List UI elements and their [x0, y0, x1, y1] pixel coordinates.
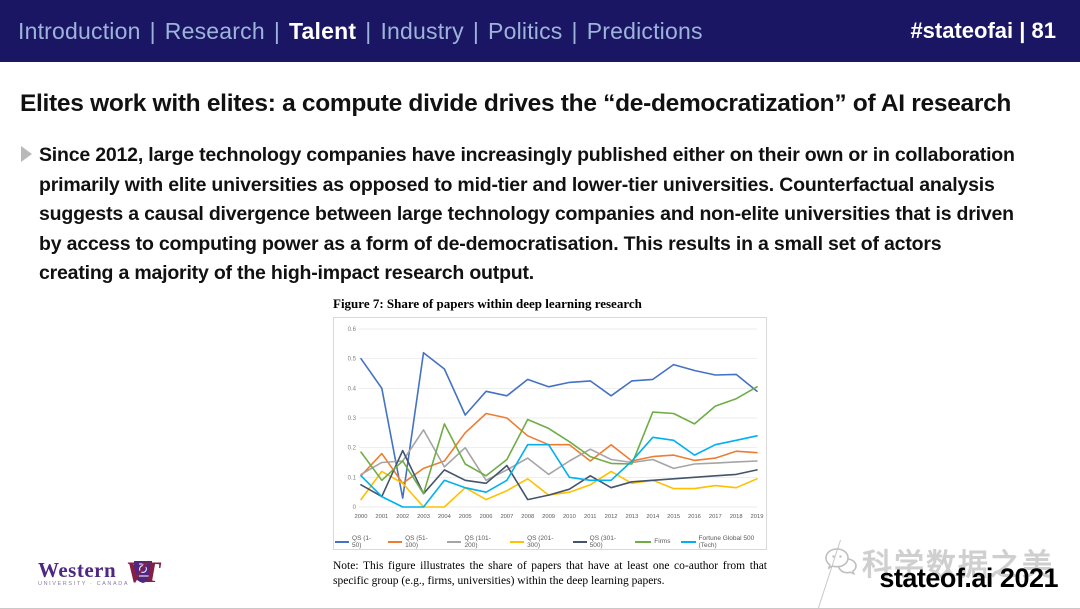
- legend-swatch: [510, 540, 525, 543]
- legend-item: QS (101-200): [447, 535, 499, 549]
- svg-text:2009: 2009: [542, 514, 555, 520]
- svg-text:2008: 2008: [521, 514, 534, 520]
- legend-swatch: [635, 540, 652, 543]
- nav-item-introduction[interactable]: Introduction: [18, 17, 141, 44]
- wechat-icon: [825, 548, 857, 576]
- svg-text:0.3: 0.3: [348, 416, 357, 422]
- legend-item: QS (1-50): [335, 535, 377, 549]
- legend-item: Firms: [635, 538, 670, 545]
- svg-text:0.5: 0.5: [348, 357, 357, 363]
- svg-text:0.2: 0.2: [348, 446, 357, 452]
- legend-swatch: [572, 540, 587, 543]
- bullet-triangle-icon: [21, 146, 32, 162]
- nav-separator: |: [571, 17, 578, 44]
- svg-text:2019: 2019: [751, 514, 764, 520]
- nav-item-talent[interactable]: Talent: [289, 17, 357, 44]
- legend-label: QS (101-200): [464, 534, 491, 549]
- svg-text:2013: 2013: [625, 514, 638, 520]
- legend-swatch: [335, 540, 350, 543]
- legend-swatch: [447, 540, 462, 543]
- western-shield-icon: [134, 561, 153, 583]
- nav-menu: Introduction | Research | Talent | Indus…: [18, 0, 703, 62]
- watermark: 科学数据之美: [824, 540, 1054, 584]
- body-paragraph: Since 2012, large technology companies h…: [39, 144, 1015, 284]
- svg-text:2005: 2005: [459, 514, 472, 520]
- nav-separator: |: [273, 17, 281, 44]
- svg-text:2015: 2015: [667, 514, 680, 520]
- svg-text:2012: 2012: [605, 514, 618, 520]
- nav-item-research[interactable]: Research: [164, 17, 265, 44]
- legend-label: QS (51-100): [405, 534, 428, 549]
- figure-block: Figure 7: Share of papers within deep le…: [333, 296, 767, 588]
- virginia-tech-logo: VT: [126, 556, 160, 589]
- figure-note: Note: This figure illustrates the share …: [333, 560, 767, 587]
- legend-item: Fortune Global 500 (Tech): [681, 535, 765, 549]
- svg-text:0.1: 0.1: [348, 475, 357, 481]
- legend-label: QS (201-300): [527, 534, 554, 549]
- nav-item-industry[interactable]: Industry: [380, 17, 464, 44]
- nav-separator: |: [472, 17, 480, 44]
- nav-separator: |: [149, 17, 156, 44]
- legend-item: QS (301-500): [572, 534, 625, 549]
- svg-text:2007: 2007: [500, 514, 513, 520]
- legend-label: Fortune Global 500 (Tech): [698, 534, 755, 549]
- svg-text:2003: 2003: [417, 514, 430, 520]
- nav-item-politics[interactable]: Politics: [488, 17, 563, 44]
- slide-number-badge: #stateofai | 81: [910, 18, 1056, 43]
- legend-label: Firms: [654, 538, 671, 545]
- legend-label: QS (301-500): [589, 534, 617, 549]
- chart-container: 0 0.1 0.2 0.3 0.4 0.5 0.6 2000 2001 2002 2003 2004 2…: [333, 317, 767, 550]
- svg-text:2018: 2018: [730, 514, 743, 520]
- western-university-logo: Western UNIVERSITY · CANADA: [38, 558, 153, 587]
- legend-swatch: [681, 540, 696, 543]
- nav-item-predictions[interactable]: Predictions: [586, 17, 703, 44]
- legend-label: QS (1-50): [352, 534, 372, 549]
- svg-text:0.6: 0.6: [348, 327, 357, 333]
- svg-text:2004: 2004: [438, 514, 452, 520]
- svg-text:0: 0: [353, 505, 357, 511]
- svg-text:2010: 2010: [563, 514, 576, 520]
- svg-text:2014: 2014: [646, 514, 660, 520]
- svg-text:2001: 2001: [375, 514, 388, 520]
- stateofai-brand: stateof.ai 2021: [879, 563, 1058, 593]
- line-chart: 0 0.1 0.2 0.3 0.4 0.5 0.6 2000 2001 2002 2003 2004 2…: [348, 327, 764, 520]
- western-logo-text: Western: [38, 558, 117, 582]
- svg-text:2000: 2000: [355, 514, 368, 520]
- chart-legend: QS (1-50) QS (51-100) QS (101-200) QS (201-…: [335, 534, 765, 549]
- svg-text:2017: 2017: [709, 514, 722, 520]
- svg-text:2006: 2006: [480, 514, 493, 520]
- watermark-text: 科学数据之美: [862, 549, 1054, 582]
- legend-swatch: [388, 540, 403, 543]
- legend-item: QS (201-300): [510, 535, 562, 549]
- legend-item: QS (51-100): [388, 535, 436, 549]
- svg-text:0.4: 0.4: [348, 386, 357, 392]
- svg-text:2016: 2016: [688, 514, 701, 520]
- western-logo-subtext: UNIVERSITY · CANADA: [38, 581, 130, 587]
- top-bar: Introduction | Research | Talent | Indus…: [0, 0, 1080, 62]
- figure-title: Figure 7: Share of papers within deep le…: [333, 296, 642, 311]
- nav-separator: |: [365, 17, 372, 44]
- svg-text:2011: 2011: [584, 514, 596, 520]
- page-title: Elites work with elites: a compute divid…: [20, 90, 1012, 117]
- svg-text:2002: 2002: [396, 514, 409, 520]
